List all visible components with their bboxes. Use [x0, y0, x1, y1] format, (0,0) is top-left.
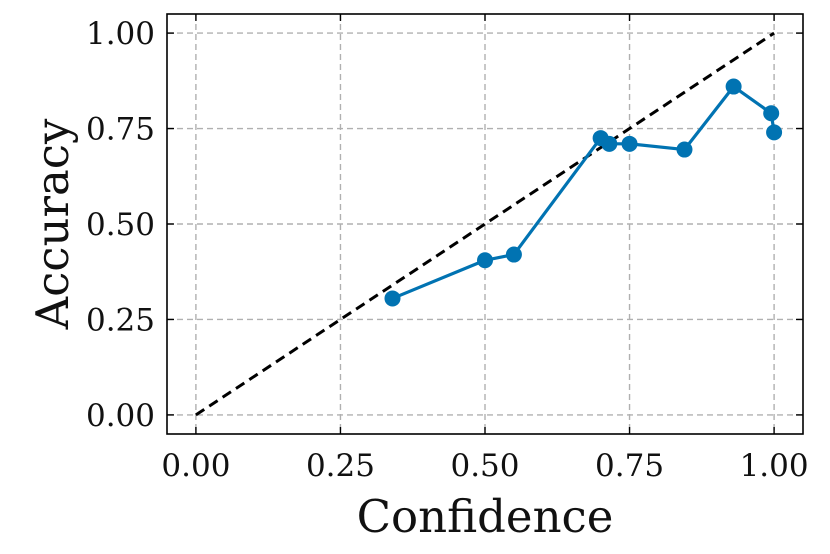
- calibration-point: [601, 135, 618, 152]
- x-tick-label: 0.50: [450, 448, 519, 484]
- y-tick-label: 0.25: [86, 302, 155, 338]
- calibration-curve-line: [391, 84, 776, 300]
- calibration-point: [725, 78, 742, 95]
- calibration-point: [621, 135, 638, 152]
- x-tick-label: 0.25: [306, 448, 375, 484]
- x-tick-label: 0.75: [595, 448, 664, 484]
- plot-series: [195, 31, 783, 417]
- plot-frame: [166, 13, 804, 435]
- y-tick-label: 0.00: [86, 398, 155, 434]
- y-axis-ticks: 0.00 0.25 0.50 0.75 1.00: [86, 16, 803, 434]
- x-axis-ticks: 0.00 0.25 0.50 0.75 1.00: [161, 14, 809, 484]
- y-tick-label: 0.75: [86, 112, 155, 148]
- perfect-calibration-line: [195, 31, 775, 417]
- y-tick-label: 0.50: [86, 207, 155, 243]
- grid: [167, 14, 803, 434]
- calibration-point: [477, 252, 493, 269]
- y-axis-title: Accuracy: [26, 118, 79, 330]
- x-axis-title: Confidence: [357, 490, 614, 543]
- calibration-point: [384, 290, 401, 307]
- calibration-point: [763, 105, 780, 122]
- calibration-point: [676, 141, 693, 158]
- x-tick-label: 0.00: [161, 448, 230, 484]
- calibration-point: [505, 246, 522, 263]
- x-tick-label: 1.00: [740, 448, 809, 484]
- calibration-point: [766, 124, 783, 141]
- y-tick-label: 1.00: [86, 16, 155, 52]
